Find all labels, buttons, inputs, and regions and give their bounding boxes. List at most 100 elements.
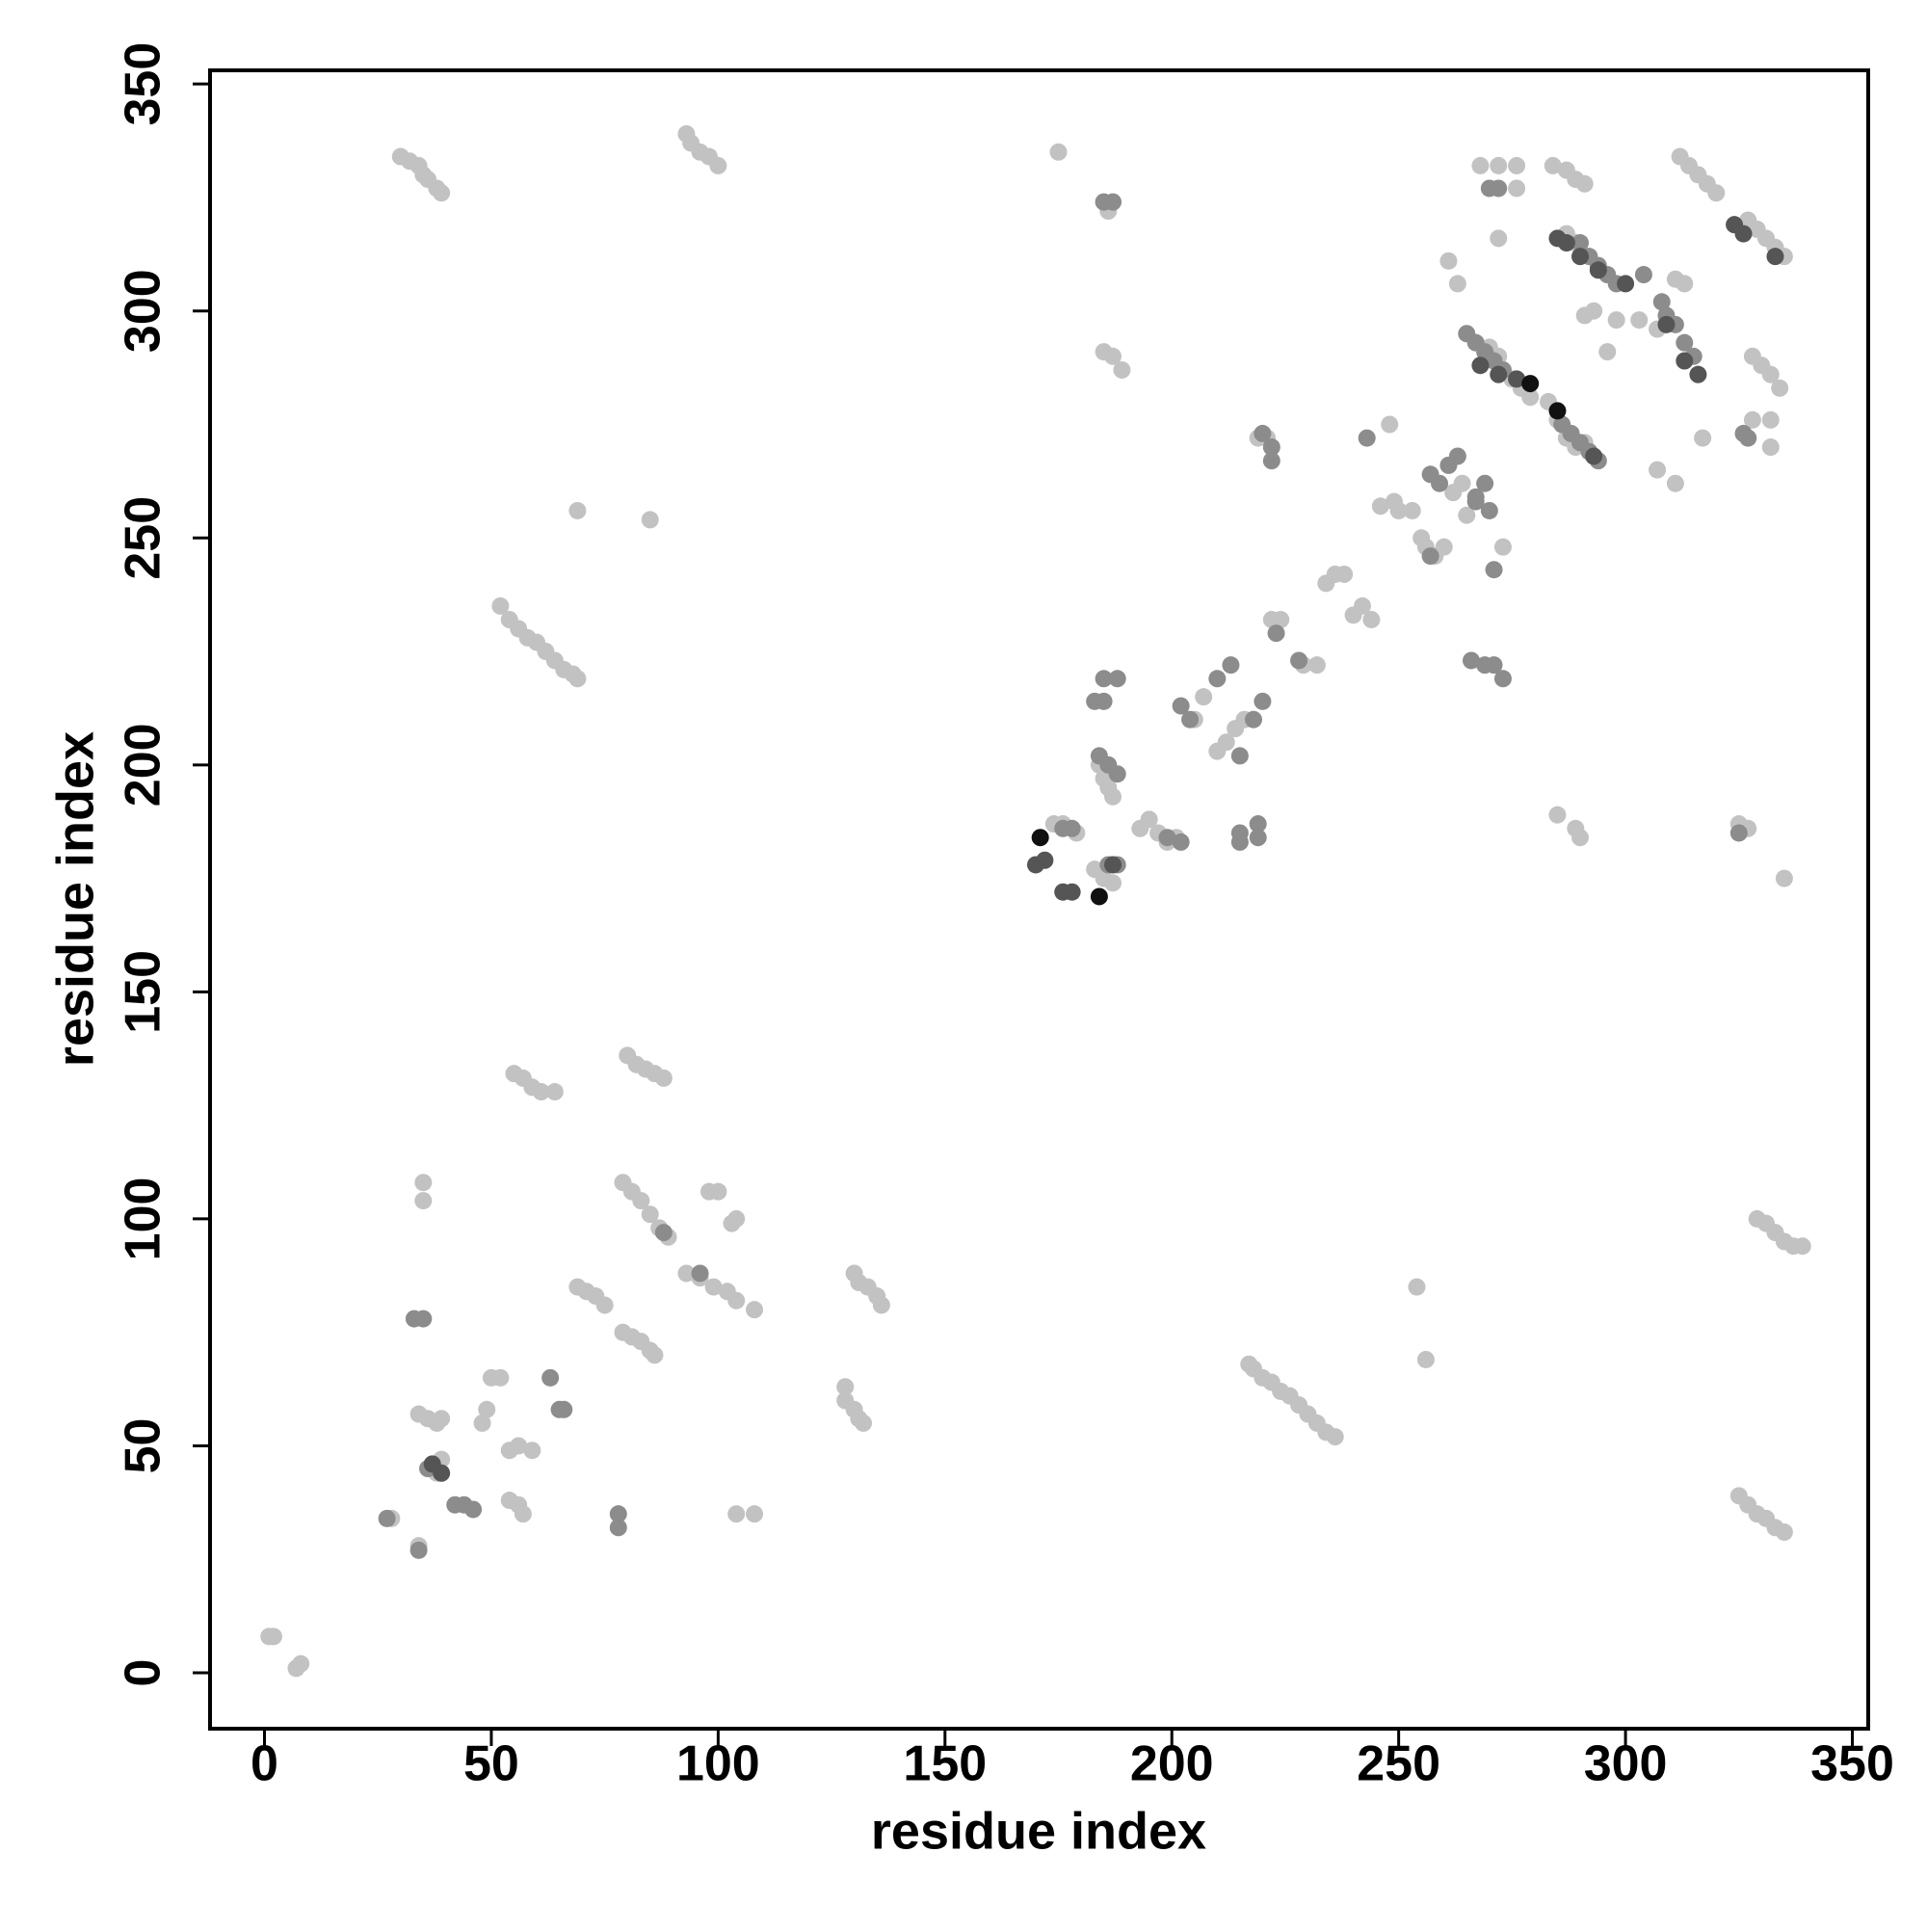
x-tick-label: 0 bbox=[251, 1736, 278, 1792]
point bbox=[1652, 293, 1671, 311]
point bbox=[836, 1378, 855, 1396]
point bbox=[1290, 651, 1308, 670]
point bbox=[704, 1278, 723, 1296]
point bbox=[1617, 275, 1635, 293]
point bbox=[1544, 156, 1562, 174]
point bbox=[727, 1291, 746, 1310]
point bbox=[1571, 829, 1590, 847]
point bbox=[1657, 315, 1676, 333]
point bbox=[609, 1519, 627, 1537]
point bbox=[1775, 1523, 1793, 1542]
point bbox=[1031, 829, 1049, 847]
point bbox=[1571, 234, 1590, 252]
point bbox=[1739, 429, 1757, 447]
point bbox=[1734, 225, 1753, 243]
point bbox=[641, 511, 659, 529]
x-tick-label: 250 bbox=[1357, 1736, 1440, 1792]
point bbox=[464, 1500, 483, 1519]
point bbox=[1485, 656, 1503, 675]
point bbox=[1431, 474, 1449, 492]
x-tick-label: 50 bbox=[463, 1736, 519, 1792]
point bbox=[1222, 656, 1240, 675]
point bbox=[723, 1214, 741, 1232]
point bbox=[1761, 410, 1780, 429]
point bbox=[1743, 410, 1761, 429]
point bbox=[691, 1264, 709, 1283]
point bbox=[654, 1069, 673, 1087]
point bbox=[1389, 501, 1408, 519]
point bbox=[1771, 379, 1789, 397]
point bbox=[1181, 710, 1200, 728]
point bbox=[473, 1414, 491, 1432]
point bbox=[1172, 833, 1190, 851]
point bbox=[1254, 692, 1272, 710]
y-tick-label: 100 bbox=[116, 1178, 172, 1261]
point bbox=[1307, 656, 1326, 675]
point bbox=[1676, 352, 1694, 370]
point bbox=[1113, 360, 1131, 379]
point bbox=[1326, 1428, 1344, 1446]
point bbox=[478, 1400, 496, 1418]
y-axis-label: residue index bbox=[46, 731, 104, 1067]
point bbox=[1172, 697, 1190, 715]
point bbox=[1707, 184, 1726, 202]
point bbox=[568, 501, 587, 519]
x-tick-label: 350 bbox=[1810, 1736, 1894, 1792]
point bbox=[595, 1296, 614, 1314]
point bbox=[1630, 311, 1649, 330]
point bbox=[1521, 375, 1540, 393]
point bbox=[1362, 611, 1381, 629]
point bbox=[1158, 829, 1176, 847]
point bbox=[433, 184, 451, 202]
point bbox=[1448, 447, 1466, 465]
point bbox=[1353, 596, 1371, 615]
point bbox=[646, 1346, 664, 1364]
point bbox=[1421, 547, 1439, 566]
point bbox=[709, 156, 727, 174]
point bbox=[1694, 429, 1712, 447]
point bbox=[1090, 887, 1108, 906]
point bbox=[1249, 829, 1267, 847]
point bbox=[746, 1505, 764, 1523]
point bbox=[1766, 248, 1784, 266]
point bbox=[1254, 424, 1272, 442]
point bbox=[1476, 474, 1494, 492]
point bbox=[1508, 179, 1526, 198]
point bbox=[1439, 251, 1458, 270]
point bbox=[1493, 670, 1512, 688]
point bbox=[491, 596, 510, 615]
point bbox=[1571, 248, 1590, 266]
point bbox=[555, 1400, 573, 1418]
point bbox=[1244, 710, 1262, 728]
point bbox=[1358, 429, 1376, 447]
point bbox=[1676, 333, 1694, 352]
point bbox=[1217, 733, 1235, 752]
point bbox=[1063, 883, 1081, 901]
point bbox=[264, 1628, 282, 1646]
point bbox=[1490, 229, 1508, 248]
point bbox=[414, 1174, 433, 1192]
point bbox=[1230, 824, 1249, 842]
point bbox=[1262, 452, 1280, 470]
y-tick-label: 350 bbox=[116, 42, 172, 126]
point bbox=[433, 1410, 451, 1428]
point bbox=[1490, 365, 1508, 384]
point bbox=[1508, 156, 1526, 174]
point bbox=[1108, 670, 1126, 688]
point bbox=[1249, 815, 1267, 834]
point bbox=[1104, 787, 1122, 806]
point bbox=[1548, 806, 1567, 824]
point bbox=[1575, 174, 1594, 193]
point bbox=[1381, 415, 1399, 434]
point bbox=[1208, 670, 1227, 688]
point bbox=[541, 1368, 560, 1387]
point bbox=[523, 1442, 541, 1460]
x-tick-label: 100 bbox=[676, 1736, 760, 1792]
point bbox=[677, 1264, 696, 1283]
point bbox=[1095, 692, 1113, 710]
x-tick-label: 300 bbox=[1584, 1736, 1668, 1792]
point bbox=[1462, 651, 1480, 670]
point bbox=[1466, 488, 1485, 506]
point bbox=[1490, 179, 1508, 198]
